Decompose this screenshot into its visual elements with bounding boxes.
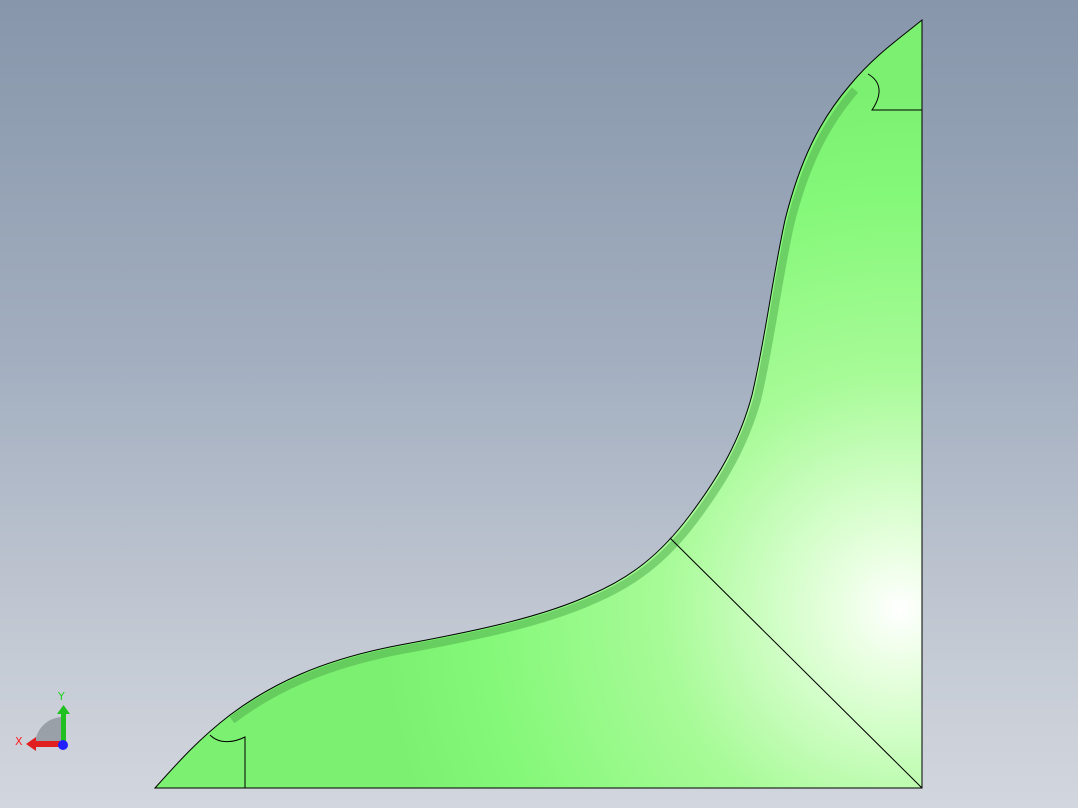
x-axis-label: X bbox=[15, 735, 23, 748]
part-body[interactable] bbox=[153, 18, 923, 789]
y-axis-label: Y bbox=[57, 690, 65, 703]
edge-diagonal bbox=[669, 537, 923, 789]
y-arrowhead-icon bbox=[57, 705, 70, 714]
x-axis-arrow-icon bbox=[35, 741, 63, 747]
edge-bottom-arc bbox=[209, 734, 246, 788]
x-arrowhead-icon bbox=[26, 737, 36, 751]
triad-plane-icon bbox=[35, 717, 63, 745]
fillet-shading bbox=[229, 87, 859, 724]
edge-top-arc bbox=[867, 73, 922, 111]
y-axis-arrow-icon bbox=[61, 712, 66, 745]
part-face[interactable] bbox=[153, 18, 923, 789]
coordinate-triad: X Y bbox=[15, 690, 70, 751]
z-axis-dot-icon bbox=[58, 740, 68, 750]
